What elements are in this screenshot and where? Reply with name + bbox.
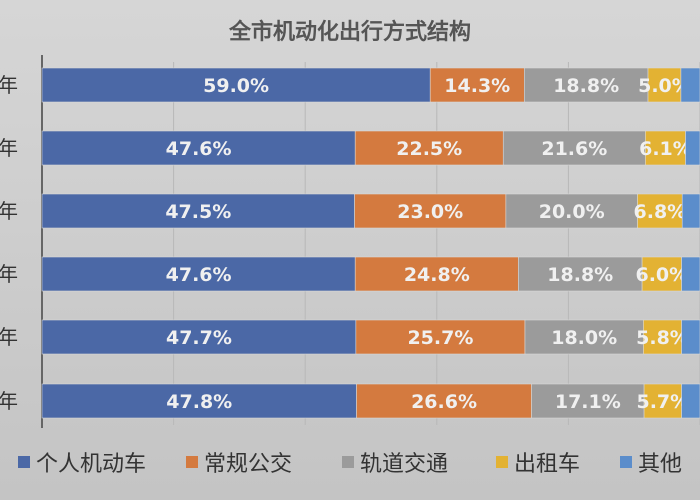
category-label: 年 [0, 136, 18, 160]
data-label: 17.1% [555, 391, 621, 413]
data-label: 21.6% [541, 138, 607, 160]
data-label: 18.8% [547, 264, 613, 286]
data-label: 47.8% [166, 391, 232, 413]
bar-segment [41, 67, 431, 103]
bar-segment [641, 256, 682, 292]
data-label: 47.7% [166, 327, 232, 349]
data-label: 25.7% [407, 327, 473, 349]
data-label: 26.6% [411, 391, 477, 413]
legend-swatch [620, 456, 632, 468]
data-label: 47.6% [166, 138, 232, 160]
category-label: 年 [0, 325, 18, 349]
bar-segment [41, 193, 355, 229]
legend-label: 个人机动车 [36, 452, 147, 477]
chart-title: 全市机动化出行方式结构 [228, 20, 471, 45]
bar-segment [502, 130, 646, 166]
bar-segment [681, 256, 700, 292]
data-label: 18.0% [551, 327, 617, 349]
category-label: 年 [0, 389, 18, 413]
data-label: 47.5% [165, 201, 231, 223]
data-label: 47.6% [166, 264, 232, 286]
bar-segment [681, 193, 700, 229]
legend-label: 出租车 [514, 452, 581, 477]
bar-segment [505, 193, 638, 229]
bar-segment [524, 67, 649, 103]
data-label: 22.5% [396, 138, 462, 160]
data-label: 5.7% [636, 391, 689, 413]
bar-segment [643, 383, 682, 419]
legend-item: 轨道交通 [342, 446, 448, 478]
bar-segment [685, 130, 700, 166]
bar-segment [41, 256, 356, 292]
legend-item: 个人机动车 [18, 446, 146, 478]
data-label: 14.3% [444, 75, 510, 97]
legend-label: 轨道交通 [360, 452, 449, 477]
legend-swatch [496, 456, 508, 468]
bar-segment [355, 319, 526, 355]
bar-segment [356, 383, 532, 419]
bar-segment [680, 67, 700, 103]
data-label: 6.0% [635, 264, 688, 286]
legend-swatch [342, 456, 354, 468]
bar-segment [681, 319, 700, 355]
data-label: 5.0% [638, 75, 691, 97]
bar-segment [429, 67, 525, 103]
bar-segment [41, 383, 357, 419]
legend-item: 其他 [620, 446, 682, 478]
legend: 个人机动车 常规公交 轨道交通 出租车 其他 [0, 446, 700, 482]
category-label: 年 [0, 199, 18, 223]
bar-segment [41, 319, 357, 355]
legend-item: 出租车 [496, 446, 580, 478]
data-label: 18.8% [553, 75, 619, 97]
data-label: 23.0% [397, 201, 463, 223]
legend-item: 常规公交 [186, 446, 292, 478]
bar-segment [354, 193, 507, 229]
bar-segment [681, 383, 700, 419]
legend-swatch [18, 456, 30, 468]
bar-segment [524, 319, 644, 355]
data-label: 20.0% [539, 201, 605, 223]
bar-segment [518, 256, 643, 292]
data-label: 24.8% [404, 264, 470, 286]
bar-segment [354, 130, 504, 166]
legend-label: 其他 [638, 452, 683, 477]
category-label: 年 [0, 262, 18, 286]
data-label: 59.0% [203, 75, 269, 97]
bar-segment [637, 193, 683, 229]
data-label: 6.1% [639, 138, 692, 160]
legend-label: 常规公交 [204, 452, 293, 477]
bar-segment [354, 256, 519, 292]
data-label: 5.8% [636, 327, 689, 349]
category-label: 年 [0, 73, 18, 97]
bar-segment [531, 383, 645, 419]
bar-segment [645, 130, 686, 166]
legend-swatch [186, 456, 198, 468]
data-label: 6.8% [634, 201, 687, 223]
